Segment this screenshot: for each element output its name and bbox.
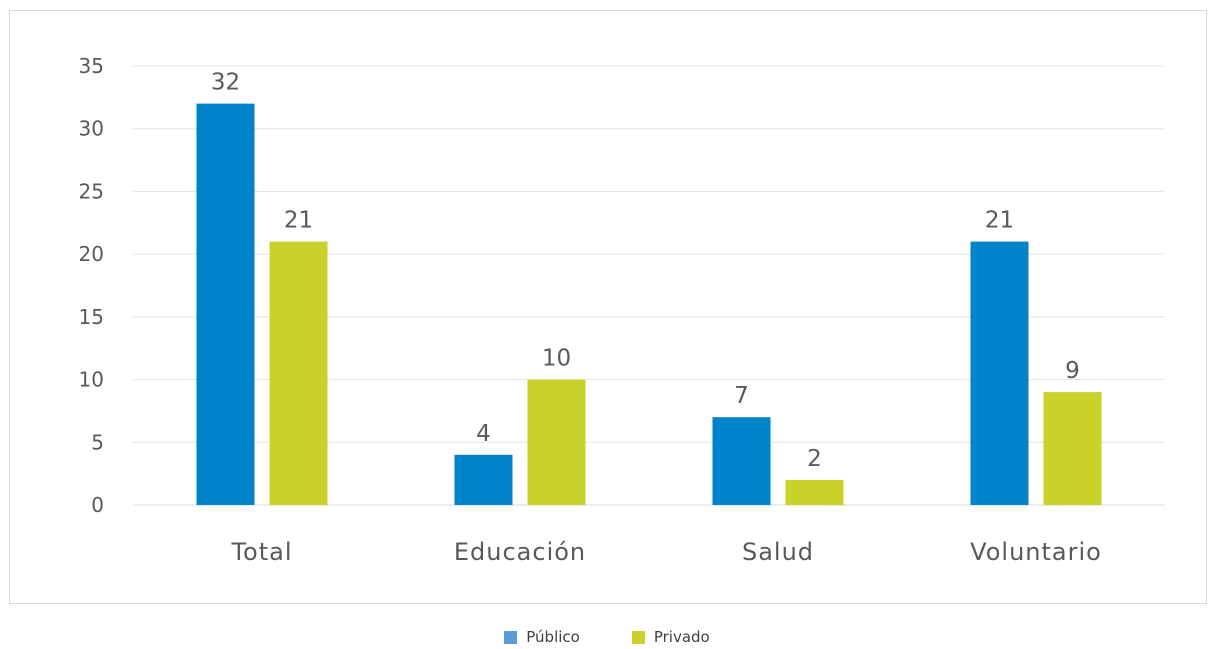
y-tick-label: 20 — [79, 242, 104, 266]
bar-privado — [269, 241, 328, 505]
category-label: Salud — [742, 538, 814, 566]
y-tick-label: 35 — [79, 54, 104, 78]
data-label: 21 — [985, 208, 1014, 234]
legend-item-publico: Público — [504, 628, 580, 646]
y-tick-label: 0 — [91, 493, 104, 517]
y-tick-label: 25 — [79, 179, 104, 203]
legend-label-privado: Privado — [653, 628, 710, 646]
bar-publico — [970, 241, 1029, 505]
legend: Público Privado — [0, 625, 1214, 649]
data-label: 7 — [734, 383, 749, 409]
data-labels: 32 21 4 10 7 2 21 9 — [211, 70, 1080, 472]
data-label: 10 — [542, 346, 571, 372]
bar-publico — [454, 454, 513, 505]
bar-privado — [785, 479, 844, 505]
legend-swatch-privado — [631, 630, 645, 644]
category-label: Voluntario — [970, 538, 1102, 566]
y-tick-label: 30 — [79, 117, 104, 141]
category-label: Educación — [454, 538, 586, 566]
y-axis-ticks: 0 5 10 15 20 25 30 35 — [79, 54, 104, 517]
bars — [196, 103, 1102, 505]
y-tick-label: 10 — [79, 368, 104, 392]
bar-privado — [527, 379, 586, 505]
category-label: Total — [230, 538, 292, 566]
bar-publico — [712, 417, 771, 505]
data-label: 4 — [476, 421, 491, 447]
y-tick-label: 15 — [79, 305, 104, 329]
y-tick-label: 5 — [91, 430, 104, 454]
bar-privado — [1043, 392, 1102, 505]
data-label: 9 — [1065, 358, 1080, 384]
legend-label-publico: Público — [526, 628, 580, 646]
bar-publico — [196, 103, 255, 505]
data-label: 2 — [807, 446, 822, 472]
data-label: 21 — [284, 208, 313, 234]
legend-item-privado: Privado — [631, 628, 710, 646]
data-label: 32 — [211, 70, 240, 96]
x-axis-categories: Total Educación Salud Voluntario — [230, 538, 1102, 566]
legend-swatch-publico — [504, 630, 518, 644]
